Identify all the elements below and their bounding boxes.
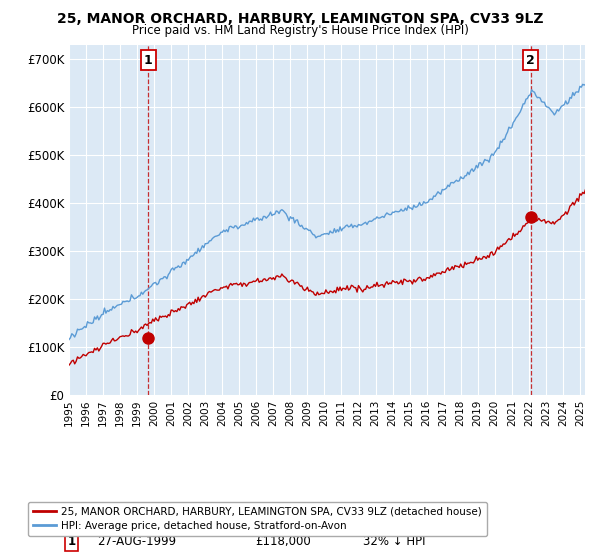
- Text: £118,000: £118,000: [255, 535, 311, 548]
- Text: 1: 1: [144, 54, 152, 67]
- Text: 2: 2: [526, 54, 535, 67]
- Text: Price paid vs. HM Land Registry's House Price Index (HPI): Price paid vs. HM Land Registry's House …: [131, 24, 469, 36]
- Text: 25, MANOR ORCHARD, HARBURY, LEAMINGTON SPA, CV33 9LZ: 25, MANOR ORCHARD, HARBURY, LEAMINGTON S…: [57, 12, 543, 26]
- Text: 27-AUG-1999: 27-AUG-1999: [97, 535, 176, 548]
- Legend: 25, MANOR ORCHARD, HARBURY, LEAMINGTON SPA, CV33 9LZ (detached house), HPI: Aver: 25, MANOR ORCHARD, HARBURY, LEAMINGTON S…: [28, 502, 487, 536]
- Text: 1: 1: [68, 535, 76, 548]
- Text: 32% ↓ HPI: 32% ↓ HPI: [363, 535, 425, 548]
